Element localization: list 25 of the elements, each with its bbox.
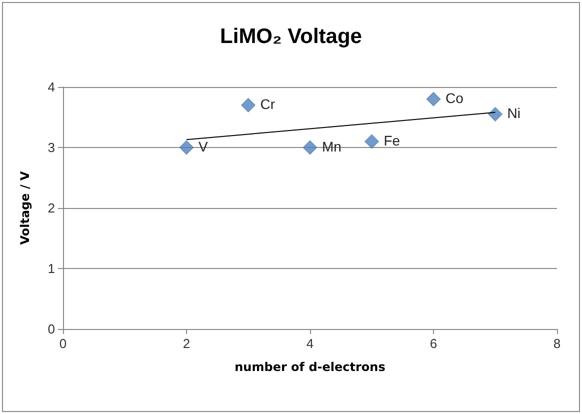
point [241,98,256,112]
annotation: V [198,138,208,154]
annotation: Cr [260,96,276,112]
annotation: Mn [322,138,342,154]
y-axis-title: Voltage / V [18,170,32,245]
annotation: Co [446,90,464,106]
annotation: Ni [507,105,520,122]
y-tick-label: 2 [48,200,55,216]
point [179,140,194,155]
x-axis-title: number of d-electrons [234,360,386,374]
point [364,134,379,149]
point [302,140,318,155]
x-tick-label: 4 [306,336,314,351]
y-tick-label: 3 [48,140,55,155]
chart-title: LiMO₂ Voltage [220,25,362,48]
x-tick-label: 0 [59,336,67,351]
point [488,106,502,122]
y-tick-label: 0 [48,322,55,336]
annotation: Fe [384,132,400,148]
x-tick-label: 2 [182,336,190,351]
x-tick-label: 6 [430,336,438,351]
x-tick-label: 8 [553,336,561,351]
point [426,92,441,106]
y-tick-label: 1 [48,261,55,276]
y-tick-label: 4 [48,80,55,94]
